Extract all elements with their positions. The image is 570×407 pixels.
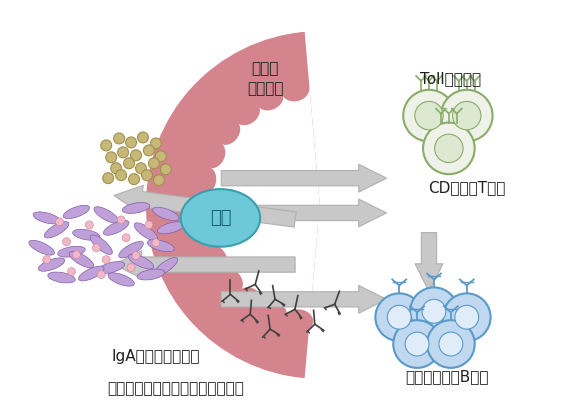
Ellipse shape <box>127 264 135 271</box>
Ellipse shape <box>423 123 475 174</box>
Ellipse shape <box>105 152 117 163</box>
Ellipse shape <box>117 147 129 158</box>
Ellipse shape <box>181 189 260 247</box>
Ellipse shape <box>195 220 217 247</box>
Ellipse shape <box>69 252 93 268</box>
Ellipse shape <box>113 133 125 144</box>
Ellipse shape <box>132 252 140 260</box>
Text: 粘液層における腸内細菌叢の変化: 粘液層における腸内細菌叢の変化 <box>107 381 244 396</box>
Text: CD４陽性T細胞: CD４陽性T細胞 <box>428 181 506 196</box>
Ellipse shape <box>101 140 112 151</box>
Text: 大腸菌反応性B細胞: 大腸菌反応性B細胞 <box>405 369 488 384</box>
Ellipse shape <box>38 258 65 271</box>
Ellipse shape <box>455 305 479 329</box>
Ellipse shape <box>204 245 227 272</box>
Ellipse shape <box>97 262 125 274</box>
Ellipse shape <box>393 320 441 368</box>
Ellipse shape <box>92 244 100 252</box>
Ellipse shape <box>192 193 214 221</box>
Ellipse shape <box>33 212 60 224</box>
Ellipse shape <box>125 137 137 148</box>
Ellipse shape <box>154 258 178 276</box>
Ellipse shape <box>67 267 75 276</box>
Ellipse shape <box>410 287 458 335</box>
Ellipse shape <box>124 158 135 169</box>
Ellipse shape <box>427 320 475 368</box>
Ellipse shape <box>256 88 283 110</box>
Ellipse shape <box>108 273 135 286</box>
Ellipse shape <box>435 134 463 162</box>
Ellipse shape <box>119 241 143 258</box>
Wedge shape <box>146 32 320 378</box>
Ellipse shape <box>405 332 429 356</box>
Ellipse shape <box>286 309 314 331</box>
Ellipse shape <box>150 138 161 149</box>
Text: 大腸菌: 大腸菌 <box>251 61 279 77</box>
Ellipse shape <box>103 221 129 235</box>
Ellipse shape <box>44 222 69 238</box>
Ellipse shape <box>141 170 152 181</box>
Ellipse shape <box>234 101 260 125</box>
Ellipse shape <box>153 175 164 186</box>
Ellipse shape <box>376 293 423 341</box>
Ellipse shape <box>441 90 492 141</box>
Ellipse shape <box>415 101 443 130</box>
Ellipse shape <box>144 145 154 156</box>
Ellipse shape <box>137 132 148 143</box>
Ellipse shape <box>260 301 287 324</box>
Ellipse shape <box>90 235 112 254</box>
Ellipse shape <box>194 166 216 194</box>
Ellipse shape <box>48 272 75 283</box>
Ellipse shape <box>72 251 80 258</box>
Ellipse shape <box>58 246 85 257</box>
Ellipse shape <box>148 240 174 252</box>
Ellipse shape <box>156 151 166 162</box>
Ellipse shape <box>453 101 481 130</box>
Ellipse shape <box>128 254 154 269</box>
Text: 酢酸: 酢酸 <box>210 209 231 227</box>
Ellipse shape <box>152 239 160 247</box>
Ellipse shape <box>160 164 171 175</box>
Ellipse shape <box>122 234 130 242</box>
Ellipse shape <box>79 266 104 281</box>
Wedge shape <box>202 88 320 322</box>
Ellipse shape <box>216 119 240 145</box>
Ellipse shape <box>123 203 150 213</box>
Ellipse shape <box>116 170 127 181</box>
Ellipse shape <box>148 158 160 169</box>
Text: IgA反応性の変化と: IgA反応性の変化と <box>112 350 200 364</box>
Ellipse shape <box>282 79 309 101</box>
Ellipse shape <box>387 305 411 329</box>
Ellipse shape <box>218 268 243 294</box>
Ellipse shape <box>202 142 225 168</box>
Ellipse shape <box>63 238 71 246</box>
Ellipse shape <box>103 173 113 184</box>
Ellipse shape <box>131 150 141 161</box>
Ellipse shape <box>56 218 63 226</box>
Ellipse shape <box>117 216 125 224</box>
Ellipse shape <box>129 174 140 185</box>
Ellipse shape <box>29 240 55 255</box>
Ellipse shape <box>102 256 110 264</box>
Ellipse shape <box>72 229 100 240</box>
Ellipse shape <box>237 287 263 311</box>
Ellipse shape <box>43 256 51 264</box>
Ellipse shape <box>97 271 105 278</box>
Ellipse shape <box>111 163 121 174</box>
Ellipse shape <box>145 221 153 229</box>
Ellipse shape <box>403 90 455 141</box>
Ellipse shape <box>443 293 491 341</box>
Ellipse shape <box>136 163 146 174</box>
Ellipse shape <box>134 223 158 241</box>
Ellipse shape <box>63 205 89 219</box>
Ellipse shape <box>94 207 119 223</box>
Text: Toll様受容体: Toll様受容体 <box>420 71 482 86</box>
Ellipse shape <box>157 222 184 234</box>
Ellipse shape <box>153 207 179 221</box>
Ellipse shape <box>422 299 446 323</box>
Ellipse shape <box>86 221 93 229</box>
Text: 菌体成分: 菌体成分 <box>247 81 283 96</box>
Ellipse shape <box>439 332 463 356</box>
Ellipse shape <box>137 269 165 280</box>
